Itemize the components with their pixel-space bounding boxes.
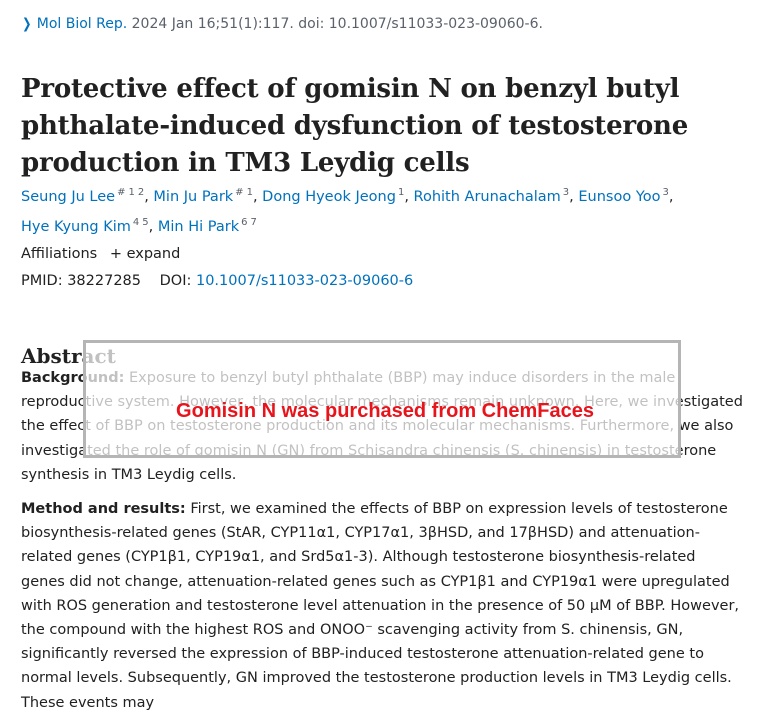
article-identifiers: PMID: 38227285 DOI: 10.1007/s11033-023-0… xyxy=(21,271,413,291)
methods-label: Method and results: xyxy=(21,501,186,517)
author-link[interactable]: Rohith Arunachalam xyxy=(413,189,561,205)
author-affiliation-refs[interactable]: #1 2 xyxy=(117,187,145,198)
doi-label: DOI: xyxy=(159,273,192,289)
expand-button[interactable]: + expand xyxy=(109,246,181,262)
abstract-methods: Method and results: First, we examined t… xyxy=(21,497,743,715)
author-link[interactable]: Dong Hyeok Jeong xyxy=(262,189,396,205)
article-title: Protective effect of gomisin N on benzyl… xyxy=(21,74,689,179)
author-list: Seung Ju Lee #1 2, Min Ju Park #1, Dong Hye… xyxy=(21,187,674,235)
author-link[interactable]: Seung Ju Lee xyxy=(21,189,116,205)
author-link[interactable]: Min Ju Park xyxy=(153,189,234,205)
author-affiliation-refs[interactable]: #1 xyxy=(235,187,253,198)
author-affiliation-refs[interactable]: 3 xyxy=(662,187,669,198)
author-affiliation-refs[interactable]: 1 xyxy=(397,187,405,198)
chevron-right-icon[interactable]: ❯ xyxy=(22,16,32,32)
methods-text: First, we examined the effects of BBP on… xyxy=(21,501,740,711)
journal-link[interactable]: Mol Biol Rep. xyxy=(36,16,128,32)
overlay-text: Gomisin N was purchased from ChemFaces xyxy=(176,400,594,422)
pmid-label: PMID: xyxy=(21,273,63,289)
author-link[interactable]: Min Hi Park xyxy=(157,219,240,235)
doi-link[interactable]: 10.1007/s11033-023-09060-6 xyxy=(195,273,414,289)
author-link[interactable]: Hye Kyung Kim xyxy=(21,219,131,235)
author-link[interactable]: Eunsoo Yoo xyxy=(578,189,661,205)
citation-details: 2024 Jan 16;51(1):117. doi: 10.1007/s110… xyxy=(131,16,543,32)
affiliations-toggle[interactable]: Affiliations + expand xyxy=(21,244,180,264)
watermark-overlay: Gomisin N was purchased from ChemFaces xyxy=(83,340,681,458)
author-affiliation-refs[interactable]: 3 xyxy=(562,187,570,198)
citation-line: ❯ Mol Biol Rep. 2024 Jan 16;51(1):117. do… xyxy=(21,15,543,33)
affiliations-label: Affiliations xyxy=(21,246,98,262)
pmid-value: 38227285 xyxy=(67,273,142,289)
